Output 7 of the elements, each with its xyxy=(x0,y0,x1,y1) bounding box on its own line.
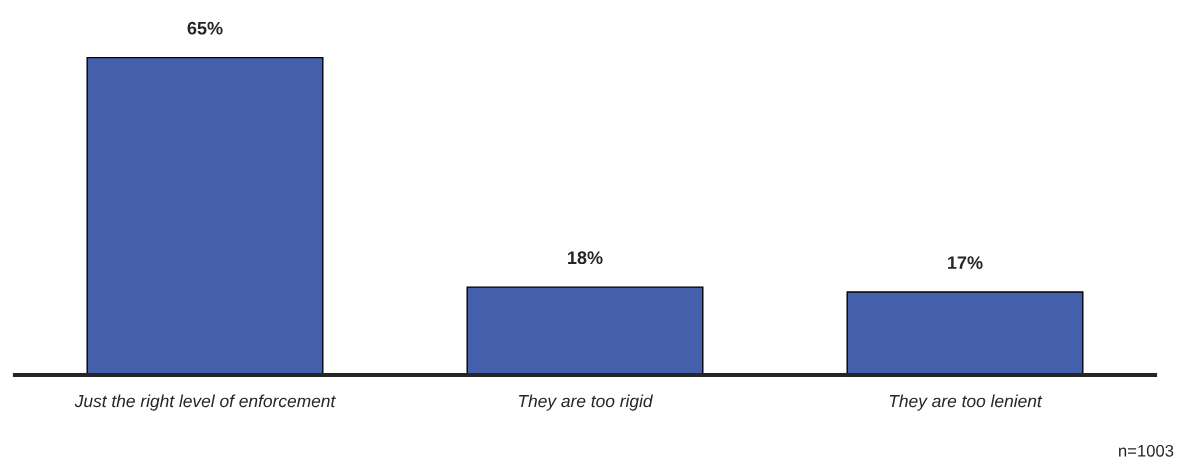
x-tick-label: They are too rigid xyxy=(519,394,654,411)
x-tick-label: Just the right level of enforcement xyxy=(74,394,336,411)
data-label: 18% xyxy=(568,251,603,265)
x-tick-label: They are too lenient xyxy=(889,394,1043,411)
data-label: 65% xyxy=(187,21,223,35)
data-label: 17% xyxy=(948,256,983,269)
text: n=1003 xyxy=(1119,444,1174,457)
